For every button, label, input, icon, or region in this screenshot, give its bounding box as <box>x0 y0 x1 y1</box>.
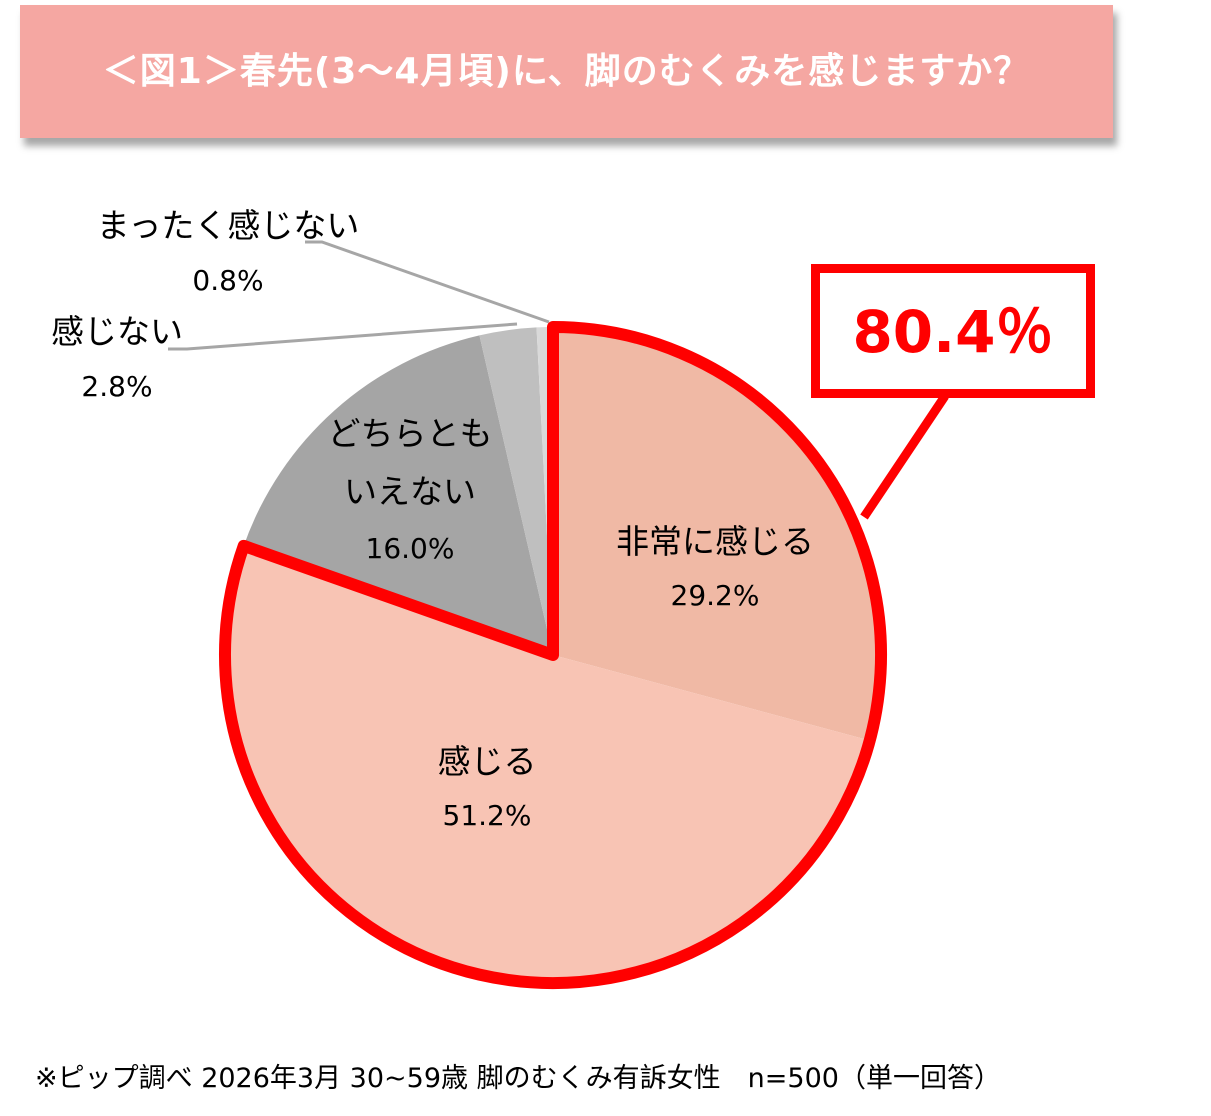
leader-line-kanjinai <box>168 322 518 351</box>
pie-slice <box>553 327 882 741</box>
label-kanjinai-value: 2.8% <box>81 370 152 403</box>
label-kanjinai-name: 感じない <box>51 312 183 351</box>
pie-slice <box>479 327 553 655</box>
label-hijou-value: 29.2% <box>671 579 760 612</box>
label-dochira-name-1: どちらとも <box>328 414 493 453</box>
highlight-outline <box>219 321 887 989</box>
label-kanjiru-value: 51.2% <box>443 799 532 832</box>
pie-slices <box>225 327 882 983</box>
label-hijou-name: 非常に感じる <box>616 522 814 561</box>
callout-box: 80.4％ <box>811 264 1095 398</box>
label-dochira-value: 16.0% <box>366 532 455 565</box>
label-mattaku-value: 0.8% <box>192 264 263 297</box>
label-kanjiru-name: 感じる <box>438 742 537 781</box>
leader-lines <box>168 240 550 351</box>
label-mattaku-name: まったく感じない <box>97 206 360 245</box>
chart-title: ＜図1＞春先(3～4月頃)に、脚のむくみを感じますか？ <box>102 50 1031 92</box>
pie-slice <box>243 335 553 655</box>
footnote: ※ピップ調べ 2026年3月 30~59歳 脚のむくみ有訴女性 n=500（単一… <box>35 1063 1001 1094</box>
callout-value: 80.4％ <box>852 298 1054 366</box>
label-dochira-name-2: いえない <box>344 472 476 511</box>
title-banner: ＜図1＞春先(3～4月頃)に、脚のむくみを感じますか？ <box>20 5 1113 138</box>
callout-pointer <box>860 393 949 520</box>
pie-slice <box>225 545 870 983</box>
leader-line-mattaku <box>305 240 550 324</box>
